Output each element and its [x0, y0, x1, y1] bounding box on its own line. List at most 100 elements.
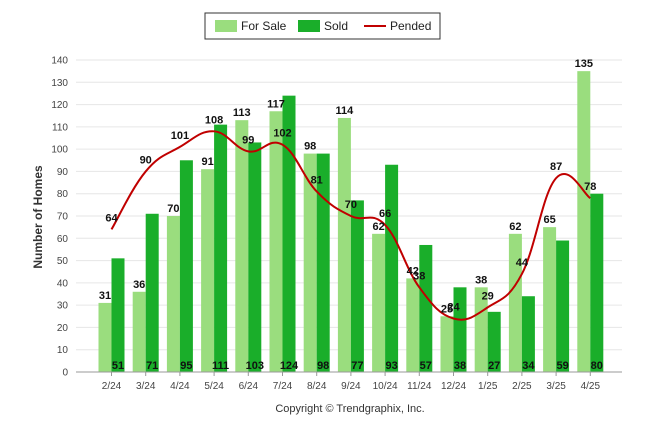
label-for-sale: 38 — [475, 274, 487, 286]
bar-sold[interactable] — [248, 142, 262, 372]
y-tick-label: 130 — [51, 78, 68, 89]
label-sold: 57 — [420, 360, 432, 372]
label-for-sale: 62 — [372, 221, 384, 233]
x-tick-label: 5/24 — [204, 381, 224, 392]
bar-for-sale[interactable] — [337, 117, 351, 372]
label-sold: 34 — [522, 360, 535, 372]
legend-box — [204, 12, 441, 40]
bar-sold[interactable] — [316, 153, 330, 372]
label-pended: 29 — [482, 290, 494, 302]
pended-line[interactable] — [110, 130, 591, 321]
x-tick-label: 9/24 — [341, 381, 361, 392]
y-tick-label: 80 — [57, 189, 69, 200]
bars — [98, 71, 604, 373]
legend-label-sold[interactable]: Sold — [324, 19, 348, 33]
legend-label-for-sale[interactable]: For Sale — [241, 19, 287, 33]
bar-sold[interactable] — [145, 213, 159, 372]
bar-for-sale[interactable] — [98, 302, 112, 372]
label-sold: 71 — [146, 360, 158, 372]
y-tick-label: 70 — [57, 212, 69, 223]
bar-sold[interactable] — [453, 287, 467, 372]
y-tick-label: 120 — [51, 100, 68, 111]
bar-sold[interactable] — [556, 240, 570, 372]
label-sold: 93 — [385, 360, 397, 372]
x-tick-label: 2/25 — [512, 381, 532, 392]
label-pended: 101 — [171, 130, 189, 142]
label-sold: 98 — [317, 360, 329, 372]
bar-for-sale[interactable] — [440, 316, 454, 372]
bar-for-sale[interactable] — [577, 71, 591, 373]
label-pended: 64 — [105, 212, 118, 224]
label-for-sale: 70 — [167, 203, 179, 215]
y-tick-label: 30 — [57, 301, 69, 312]
legend[interactable]: For Sale Sold Pended — [204, 12, 441, 40]
label-for-sale: 31 — [99, 290, 111, 302]
label-for-sale: 91 — [201, 156, 213, 168]
x-tick-label: 11/24 — [407, 381, 432, 392]
bar-for-sale[interactable] — [201, 169, 215, 372]
y-tick-label: 110 — [52, 122, 68, 133]
label-pended: 38 — [413, 270, 425, 282]
x-tick-label: 10/24 — [373, 381, 398, 392]
y-tick-label: 140 — [51, 56, 68, 67]
x-tick-label: 12/24 — [441, 381, 466, 392]
bar-sold[interactable] — [111, 258, 125, 372]
x-tick-label: 3/24 — [136, 381, 156, 392]
label-pended: 70 — [345, 199, 357, 211]
data-labels: 31 51 36 71 70 95 91 111 113 103 117 124 98 98 114 77 62… — [99, 58, 603, 372]
y-tick-label: 20 — [57, 323, 69, 334]
bar-for-sale[interactable] — [269, 111, 283, 372]
bar-sold[interactable] — [487, 311, 501, 372]
x-tick-label: 7/24 — [273, 381, 293, 392]
label-for-sale: 62 — [509, 221, 521, 233]
bar-for-sale[interactable] — [372, 233, 386, 372]
label-pended: 99 — [242, 134, 254, 146]
y-tick-label: 10 — [57, 345, 69, 356]
bar-for-sale[interactable] — [543, 227, 557, 372]
bar-sold[interactable] — [419, 244, 433, 372]
label-sold: 38 — [454, 360, 466, 372]
label-for-sale: 98 — [304, 141, 316, 153]
bar-for-sale[interactable] — [508, 233, 522, 372]
bar-for-sale[interactable] — [303, 153, 317, 372]
bar-for-sale[interactable] — [406, 278, 420, 372]
bar-sold[interactable] — [590, 193, 604, 372]
legend-label-pended[interactable]: Pended — [390, 19, 431, 33]
label-for-sale: 114 — [336, 105, 355, 117]
label-sold: 124 — [280, 360, 299, 372]
bar-for-sale[interactable] — [235, 120, 249, 373]
bar-for-sale[interactable] — [166, 216, 180, 372]
label-pended: 78 — [584, 181, 596, 193]
label-sold: 103 — [246, 360, 264, 372]
label-pended: 90 — [140, 154, 152, 166]
x-tick-label: 4/24 — [170, 381, 190, 392]
bar-sold[interactable] — [350, 200, 364, 372]
y-tick-label: 100 — [51, 145, 68, 156]
label-pended: 66 — [379, 208, 391, 220]
label-for-sale: 65 — [543, 214, 555, 226]
x-axis-ticks: 2/24 3/24 4/24 5/24 6/24 7/24 8/24 9/24 10/24 11/… — [102, 372, 601, 392]
bar-sold[interactable] — [179, 160, 193, 372]
bar-sold[interactable] — [385, 164, 399, 372]
label-for-sale: 113 — [233, 107, 251, 119]
x-tick-label: 4/25 — [581, 381, 601, 392]
label-sold: 51 — [112, 360, 124, 372]
bar-sold[interactable] — [214, 124, 228, 372]
label-sold: 77 — [351, 360, 363, 372]
y-tick-label: 50 — [57, 256, 69, 267]
y-axis-label: Number of Homes — [31, 165, 45, 269]
bar-sold[interactable] — [521, 296, 535, 372]
label-pended: 81 — [311, 174, 323, 186]
label-pended: 44 — [516, 257, 529, 269]
x-tick-label: 1/25 — [478, 381, 498, 392]
label-pended: 87 — [550, 161, 562, 173]
bar-for-sale[interactable] — [132, 291, 146, 372]
bar-sold[interactable] — [282, 95, 296, 373]
x-tick-label: 6/24 — [239, 381, 259, 392]
label-sold: 27 — [488, 360, 500, 372]
x-tick-label: 2/24 — [102, 381, 122, 392]
label-for-sale: 117 — [267, 98, 285, 110]
y-tick-label: 60 — [57, 234, 69, 245]
label-for-sale: 25 — [441, 303, 453, 315]
